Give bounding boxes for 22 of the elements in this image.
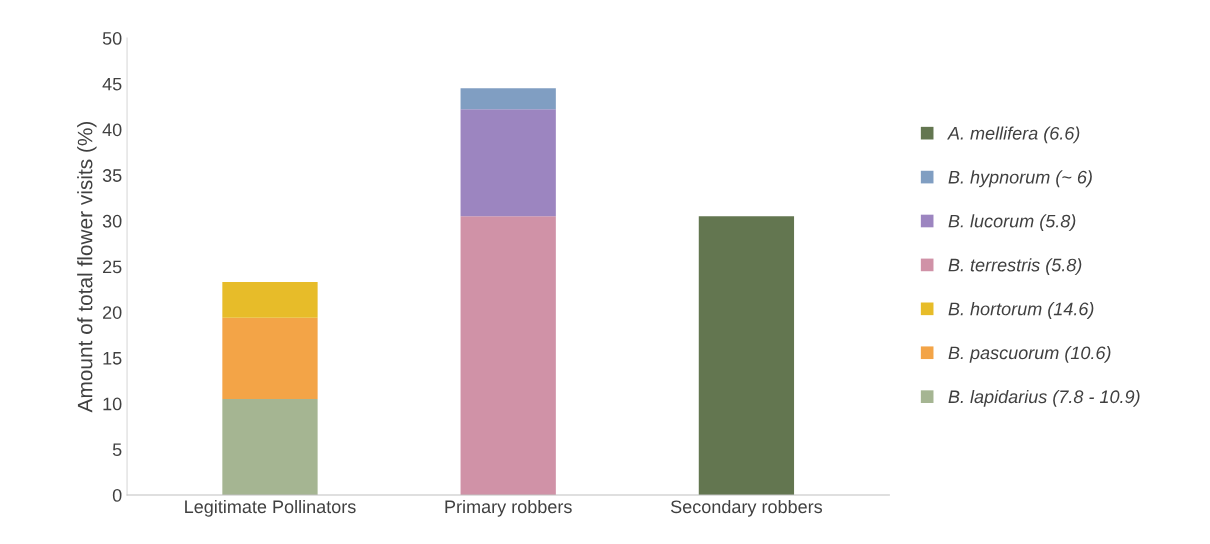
legend-label: B. pascuorum (10.6) xyxy=(948,345,1111,363)
y-axis-title: Amount of total flower visits (%) xyxy=(77,121,97,413)
x-tick-label: Secondary robbers xyxy=(670,499,823,517)
y-tick-label: 50 xyxy=(102,32,122,45)
y-tick-label: 30 xyxy=(102,214,122,228)
y-tick-label: 5 xyxy=(112,443,122,457)
y-tick-label: 10 xyxy=(103,397,122,411)
y-tick-label: 0 xyxy=(112,488,122,502)
legend-label: A. mellifera (6.6) xyxy=(947,126,1080,144)
y-tick-label: 45 xyxy=(102,77,122,91)
y-tick-label: 25 xyxy=(103,260,122,274)
legend-label: B. terrestris (5.8) xyxy=(948,258,1082,275)
legend-label: B. lucorum (5.8) xyxy=(948,214,1076,232)
y-tick-label: 35 xyxy=(102,169,122,182)
x-tick-label: Primary robbers xyxy=(445,499,572,517)
x-tick-label: Legitimate Pollinators xyxy=(185,499,356,517)
y-tick-label: 20 xyxy=(103,306,122,319)
legend-label: B. hortorum (14.6) xyxy=(948,302,1094,319)
legend-label: B. hypnorum (~ 6) xyxy=(948,170,1092,188)
legend-label: B. lapidarius (7.8 - 10.9) xyxy=(948,389,1140,407)
y-tick-label: 40 xyxy=(102,123,122,137)
y-tick-label: 15 xyxy=(103,352,122,365)
